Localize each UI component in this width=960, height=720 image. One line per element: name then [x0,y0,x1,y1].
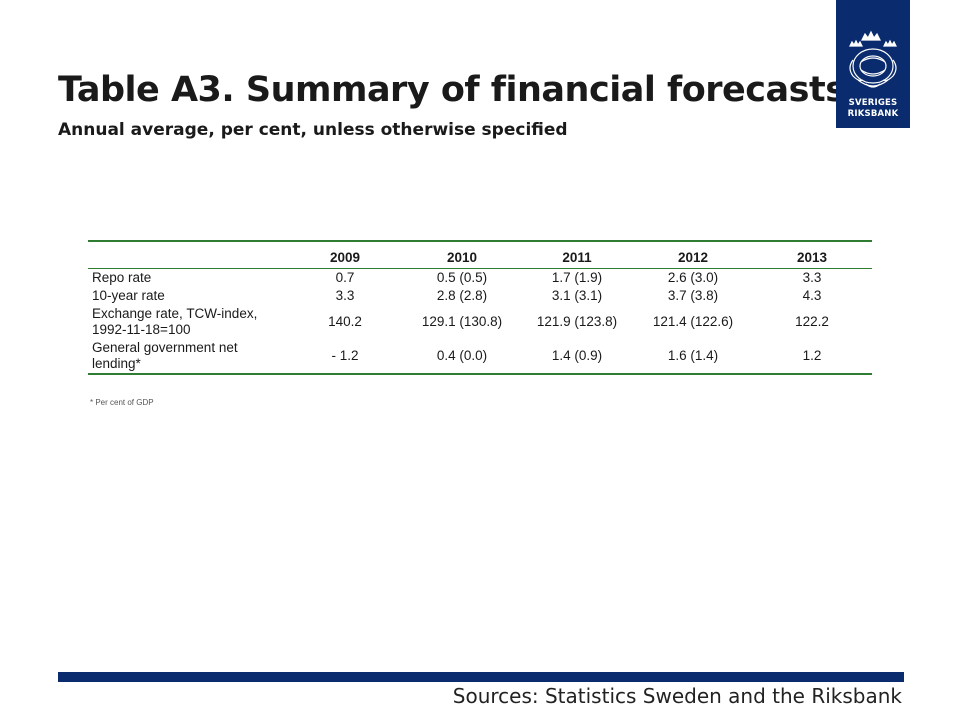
sources-note: Sources: Statistics Sweden and the Riksb… [452,684,902,708]
table-cell: 1.2 [802,348,822,363]
table-header-cell: 2009 [329,250,361,265]
table-header-cell: 2012 [677,250,709,265]
table-row: Exchange rate, TCW-index, 1992-11-18=100… [88,305,872,339]
table-row: Repo rate 0.7 0.5 (0.5) 1.7 (1.9) 2.6 (3… [88,269,872,288]
table-cell: 129.1 (130.8) [421,314,503,329]
table-cell: 1.4 (0.9) [551,348,603,363]
riksbank-crest-icon [849,30,897,88]
table-header-cell: 2011 [562,250,592,265]
page-title: Table A3. Summary of financial forecasts [58,70,846,110]
row-label: Exchange rate, TCW-index, 1992-11-18=100 [92,306,258,337]
table-cell: 121.9 (123.8) [536,314,618,329]
table-row: 10-year rate 3.3 2.8 (2.8) 3.1 (3.1) 3.7… [88,287,872,305]
page-subtitle: Annual average, per cent, unless otherwi… [58,120,568,140]
table-cell: 0.5 (0.5) [436,270,488,285]
table-row: General government net lending* - 1.2 0.… [88,339,872,374]
table-cell: 2.8 (2.8) [436,288,488,303]
footer-divider-bar [58,672,904,682]
table-cell: 2.6 (3.0) [667,270,719,285]
forecast-table: 2009 2010 2011 2012 2013 Repo rate 0.7 0… [88,240,872,375]
table-cell: 1.6 (1.4) [667,348,719,363]
table-cell: - 1.2 [331,348,359,363]
table-cell: 3.7 (3.8) [667,288,719,303]
table-cell: 3.3 [335,288,355,303]
riksbank-logo: SVERIGES RIKSBANK [836,0,910,128]
table-cell: 1.7 (1.9) [551,270,603,285]
table-cell: 140.2 [328,314,362,329]
logo-text-line1: SVERIGES [848,98,898,108]
table-cell: 0.7 [335,270,355,285]
table-cell: 122.2 [795,314,829,329]
table-footnote: * Per cent of GDP [90,398,154,407]
table-cell: 3.1 (3.1) [551,288,603,303]
table-header-cell: 2010 [446,250,478,265]
table-cell: 121.4 (122.6) [652,314,734,329]
logo-text-line2: RIKSBANK [847,109,899,119]
table-cell: 0.4 (0.0) [436,348,488,363]
row-label: 10-year rate [92,288,165,303]
table-cell: 4.3 [802,288,822,303]
table-header-cell: 2013 [796,250,828,265]
table-cell: 3.3 [802,270,822,285]
row-label: General government net lending* [92,340,238,371]
row-label: Repo rate [92,270,152,285]
table-header-cell [88,241,286,269]
table-header-row: 2009 2010 2011 2012 2013 [88,241,872,269]
